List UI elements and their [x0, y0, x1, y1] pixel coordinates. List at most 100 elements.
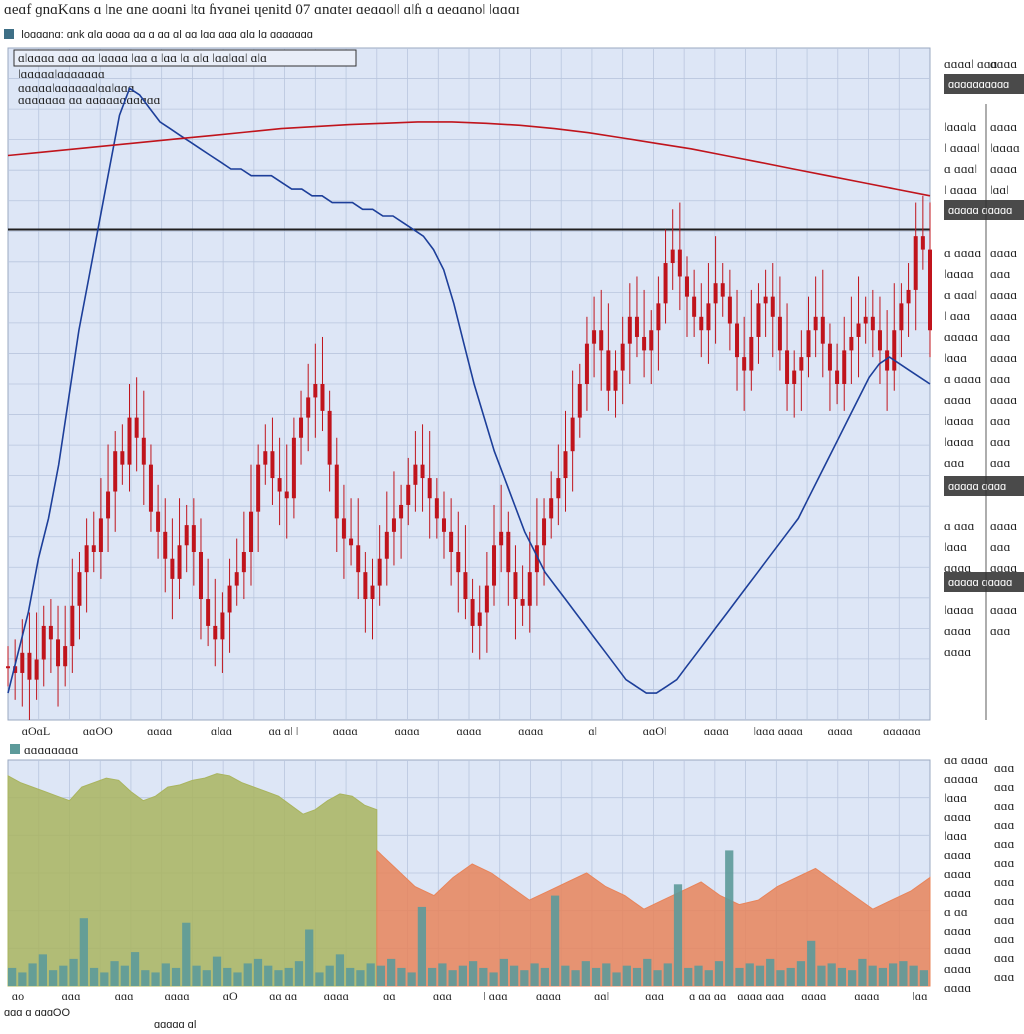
main-legend-line-3: ɑɑɑɑɑǀɑɑɑɑɑɑǀɑɑǀɑɑɑ — [18, 80, 135, 95]
candle-body — [849, 336, 854, 351]
candle-body — [827, 343, 832, 371]
candle-body — [277, 478, 282, 492]
candle-body — [885, 350, 890, 371]
volume-bar — [366, 963, 375, 986]
x-tick-label: ɑɑɑɑ — [395, 724, 420, 738]
right-panel-header — [944, 74, 1024, 94]
candle-body — [920, 236, 925, 250]
candle-body — [127, 417, 132, 465]
candle-body — [220, 612, 225, 640]
candle-body — [177, 545, 182, 579]
candle-body — [770, 296, 775, 317]
right-panel-header-label: ɑɑɑɑɑɑɑɑɑɑ — [948, 79, 1009, 91]
x-tick-label: ɑɑɑɑ — [828, 724, 853, 738]
volume-bar — [643, 958, 652, 986]
candle-body — [106, 491, 111, 519]
candle-body — [84, 545, 89, 573]
candle-body — [77, 572, 82, 606]
volume-bar — [889, 963, 898, 986]
series-line-1 — [7, 87, 931, 694]
candle-body — [677, 249, 682, 277]
candle-body — [13, 666, 18, 673]
x-tick-label: ɑɑɑɑ — [333, 724, 358, 738]
lower-right-value: ǀɑɑɑ — [944, 828, 967, 843]
candle-body — [91, 545, 96, 552]
volume-bar — [89, 967, 99, 986]
candle-body — [227, 585, 232, 613]
volume-bar — [438, 963, 447, 986]
volume-bar — [612, 972, 621, 986]
candle-body — [270, 451, 275, 479]
volume-bar — [919, 970, 928, 986]
volume-bar — [571, 970, 580, 986]
candle-body — [470, 599, 475, 626]
x-tick-label: ɑɑɑɑ — [456, 724, 481, 738]
x-tick-label: ɑɑɑɑ — [147, 724, 172, 738]
main-legend-line-2: ǀɑɑɑɑɑǀɑɑɑɑɑɑɑ — [18, 66, 105, 81]
volume-bar — [827, 963, 836, 986]
candle-body — [506, 531, 511, 573]
candle-body — [534, 545, 539, 573]
volume-bar — [28, 963, 37, 986]
right-panel-value: ɑɑɑɑ — [944, 623, 971, 638]
candle-body — [399, 504, 404, 519]
volume-bar — [868, 965, 877, 986]
right-panel-value: ɑɑɑɑ — [990, 56, 1017, 71]
footer-line-2: ɑɑɑɑɑ ɑǀ — [154, 1019, 197, 1031]
candle-body — [249, 511, 254, 552]
candle-body — [320, 384, 325, 411]
x-tick-label: ɑɑɑɑ — [324, 989, 349, 1003]
volume-bar — [796, 961, 806, 986]
volume-bar — [305, 929, 314, 986]
candle-body — [863, 316, 868, 324]
candle-body — [870, 316, 875, 331]
lower-right-value: ɑɑɑɑ — [944, 809, 971, 824]
lower-right-value: ɑɑ ɑɑɑɑ — [944, 752, 988, 767]
x-tick-label: ɑO — [223, 989, 238, 1003]
volume-bar — [499, 958, 508, 986]
lower-right-value: ɑɑɑɑ — [944, 980, 971, 995]
lower-right-value: ɑɑɑ — [994, 969, 1015, 984]
candle-body — [420, 464, 425, 479]
x-tick-label: ɑɑɑɑ ɑɑɑ — [737, 989, 784, 1003]
volume-bar — [448, 970, 457, 986]
candle-body — [341, 518, 346, 539]
candle-body — [191, 525, 196, 552]
candle-body — [713, 283, 718, 304]
candle-body — [906, 289, 911, 304]
candle-body — [170, 558, 175, 579]
candle-body — [484, 585, 489, 613]
candle-body — [363, 572, 368, 600]
candle-body — [27, 652, 32, 680]
candle-body — [234, 572, 239, 586]
volume-bar — [8, 967, 17, 986]
x-tick-label: ɑɑɑɑ — [704, 724, 729, 738]
lower-legend-swatch-icon — [10, 744, 20, 754]
right-panel-value: ɑɑɑ — [990, 413, 1011, 428]
candle-body — [284, 491, 289, 499]
volume-bar — [294, 961, 304, 986]
right-panel-value: ɑɑɑɑ — [990, 308, 1017, 323]
volume-bar — [79, 918, 88, 986]
volume-bar — [684, 967, 693, 986]
candle-body — [98, 518, 103, 552]
candle-body — [334, 464, 339, 519]
volume-bar — [69, 958, 78, 986]
lower-right-value: ɑɑɑ — [994, 836, 1015, 851]
x-tick-label: ɑo — [12, 989, 24, 1003]
volume-bar — [530, 963, 539, 986]
x-tick-label: ǀ ɑɑɑ — [483, 989, 507, 1003]
volume-bar — [694, 965, 703, 986]
main-series — [6, 87, 932, 720]
volume-bar — [550, 895, 560, 986]
volume-bar — [325, 965, 334, 986]
lower-right-value: ɑɑɑ — [994, 931, 1015, 946]
x-tick-label: ɑOɑL — [22, 724, 51, 738]
candle-body — [63, 646, 68, 667]
lower-right-value: ɑɑɑɑ — [944, 847, 971, 862]
lower-right-value: ɑɑɑɑ — [944, 866, 971, 881]
x-tick-label: ɑɑǀ — [594, 989, 609, 1003]
lower-right-value: ɑɑɑ — [994, 950, 1015, 965]
volume-bar — [356, 970, 365, 986]
candle-body — [449, 531, 454, 552]
